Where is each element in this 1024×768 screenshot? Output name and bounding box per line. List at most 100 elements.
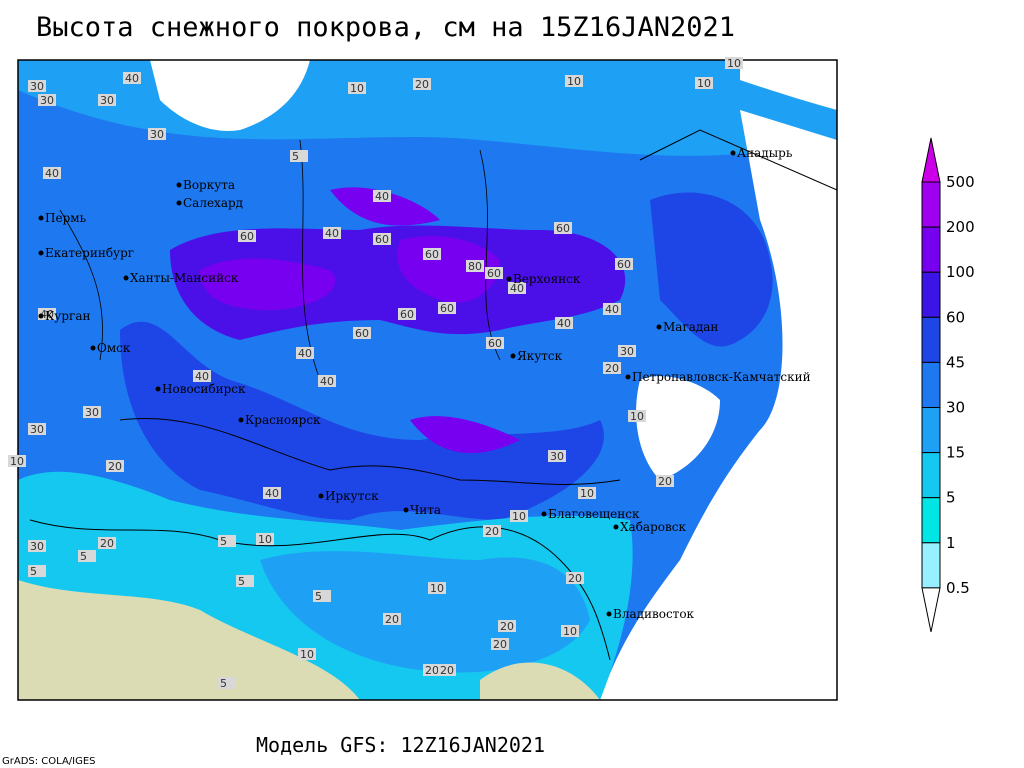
contour-label: 10 — [10, 455, 24, 468]
contour-label: 60 — [617, 258, 631, 271]
contour-label: 30 — [30, 80, 44, 93]
city-label: Магадан — [663, 320, 718, 334]
contour-label: 40 — [45, 167, 59, 180]
colorbar-label: 5 — [946, 489, 956, 507]
contour-label: 40 — [605, 303, 619, 316]
contour-label: 20 — [568, 572, 582, 585]
contour-label-bg — [263, 487, 281, 499]
contour-label: 30 — [100, 94, 114, 107]
contour-label-bg — [218, 677, 236, 689]
contour-label-bg — [296, 347, 314, 359]
contour-label-bg — [618, 345, 636, 357]
contour-label: 5 — [220, 535, 227, 548]
contour-label: 5 — [292, 150, 299, 163]
city-label: Омск — [97, 341, 131, 355]
contour-label: 10 — [350, 82, 364, 95]
contour-label-bg — [615, 258, 633, 270]
city-dot — [510, 353, 516, 359]
contour-label: 20 — [493, 638, 507, 651]
contour-label: 40 — [265, 487, 279, 500]
contour-label-bg — [398, 308, 416, 320]
contour-label: 10 — [258, 533, 272, 546]
city-label: Салехард — [183, 196, 243, 210]
contour-label: 20 — [100, 537, 114, 550]
contour-label-bg — [508, 282, 526, 294]
contour-label-bg — [238, 230, 256, 242]
city-label: Владивосток — [613, 607, 695, 621]
colorbar-label: 45 — [946, 353, 965, 371]
contour-label-bg — [578, 487, 596, 499]
contour-label: 10 — [567, 75, 581, 88]
contour-label-bg — [123, 72, 141, 84]
colorbar-box — [921, 452, 941, 499]
city-dot — [176, 182, 182, 188]
contour-label: 60 — [375, 233, 389, 246]
contour-label-bg — [695, 77, 713, 89]
contour-label-bg — [43, 167, 61, 179]
contour-label-bg — [373, 190, 391, 202]
city-dot — [606, 611, 612, 617]
contour-label: 30 — [550, 450, 564, 463]
contour-label-bg — [8, 455, 26, 467]
contour-label: 5 — [220, 677, 227, 690]
city-label: Пермь — [45, 211, 87, 225]
colorbar-box — [921, 316, 941, 363]
contour-label-bg — [565, 75, 583, 87]
colorbar-label: 30 — [946, 399, 965, 417]
contour-label-bg — [438, 664, 456, 676]
contour-label: 30 — [150, 128, 164, 141]
contour-label: 30 — [40, 94, 54, 107]
city-dot — [238, 417, 244, 423]
contour-label: 5 — [80, 550, 87, 563]
cities: Воркута Салехард Пермь Екатеринбург Ханты-Ма… — [38, 146, 811, 621]
contour-label-bg — [428, 582, 446, 594]
contour-label-bg — [373, 233, 391, 245]
colorbar-bottom — [921, 587, 941, 633]
contour-label-bg — [353, 327, 371, 339]
contour-label-bg — [603, 303, 621, 315]
city-dot — [625, 374, 631, 380]
city-dot — [506, 276, 512, 282]
contour-label: 60 — [425, 248, 439, 261]
contour-label: 10 — [727, 57, 741, 70]
contour-label: 40 — [320, 375, 334, 388]
city-label: Чита — [410, 503, 441, 517]
colorbar-label: 100 — [946, 263, 975, 281]
contour-label: 20 — [605, 362, 619, 375]
contour-label: 10 — [697, 77, 711, 90]
contour-label: 60 — [240, 230, 254, 243]
contour-label: 20 — [108, 460, 122, 473]
colorbar-label: 200 — [946, 218, 975, 236]
contour-label-bg — [485, 267, 503, 279]
city-dot — [90, 345, 96, 351]
contour-label: 20 — [425, 664, 439, 677]
contour-label-bg — [423, 248, 441, 260]
contour-label: 40 — [375, 190, 389, 203]
contour-label: 10 — [580, 487, 594, 500]
contour-label: 20 — [415, 78, 429, 91]
contour-label-bg — [498, 620, 516, 632]
contour-label: 60 — [487, 267, 501, 280]
city-dot — [155, 386, 161, 392]
contour-label: 20 — [500, 620, 514, 633]
contour-label: 60 — [440, 302, 454, 315]
contour-label-bg — [98, 537, 116, 549]
colorbar-label: 15 — [946, 444, 965, 462]
city-label: Красноярск — [245, 413, 321, 427]
contour-label-bg — [218, 535, 236, 547]
city-label: Екатеринбург — [45, 246, 134, 260]
colorbar-label: 0.5 — [946, 579, 970, 597]
city-dot — [38, 313, 44, 319]
city-label: Хабаровск — [620, 520, 686, 534]
colorbar-label: 1 — [946, 534, 956, 552]
model-caption: Модель GFS: 12Z16JAN2021 — [256, 733, 545, 757]
contour-label-bg — [236, 575, 254, 587]
contour-label-bg — [78, 550, 96, 562]
contour-label-bg — [510, 510, 528, 522]
city-dot — [38, 215, 44, 221]
city-label: Якутск — [517, 349, 563, 363]
contour-label: 20 — [658, 475, 672, 488]
colorbar-box — [921, 361, 941, 408]
contour-label-bg — [193, 370, 211, 382]
